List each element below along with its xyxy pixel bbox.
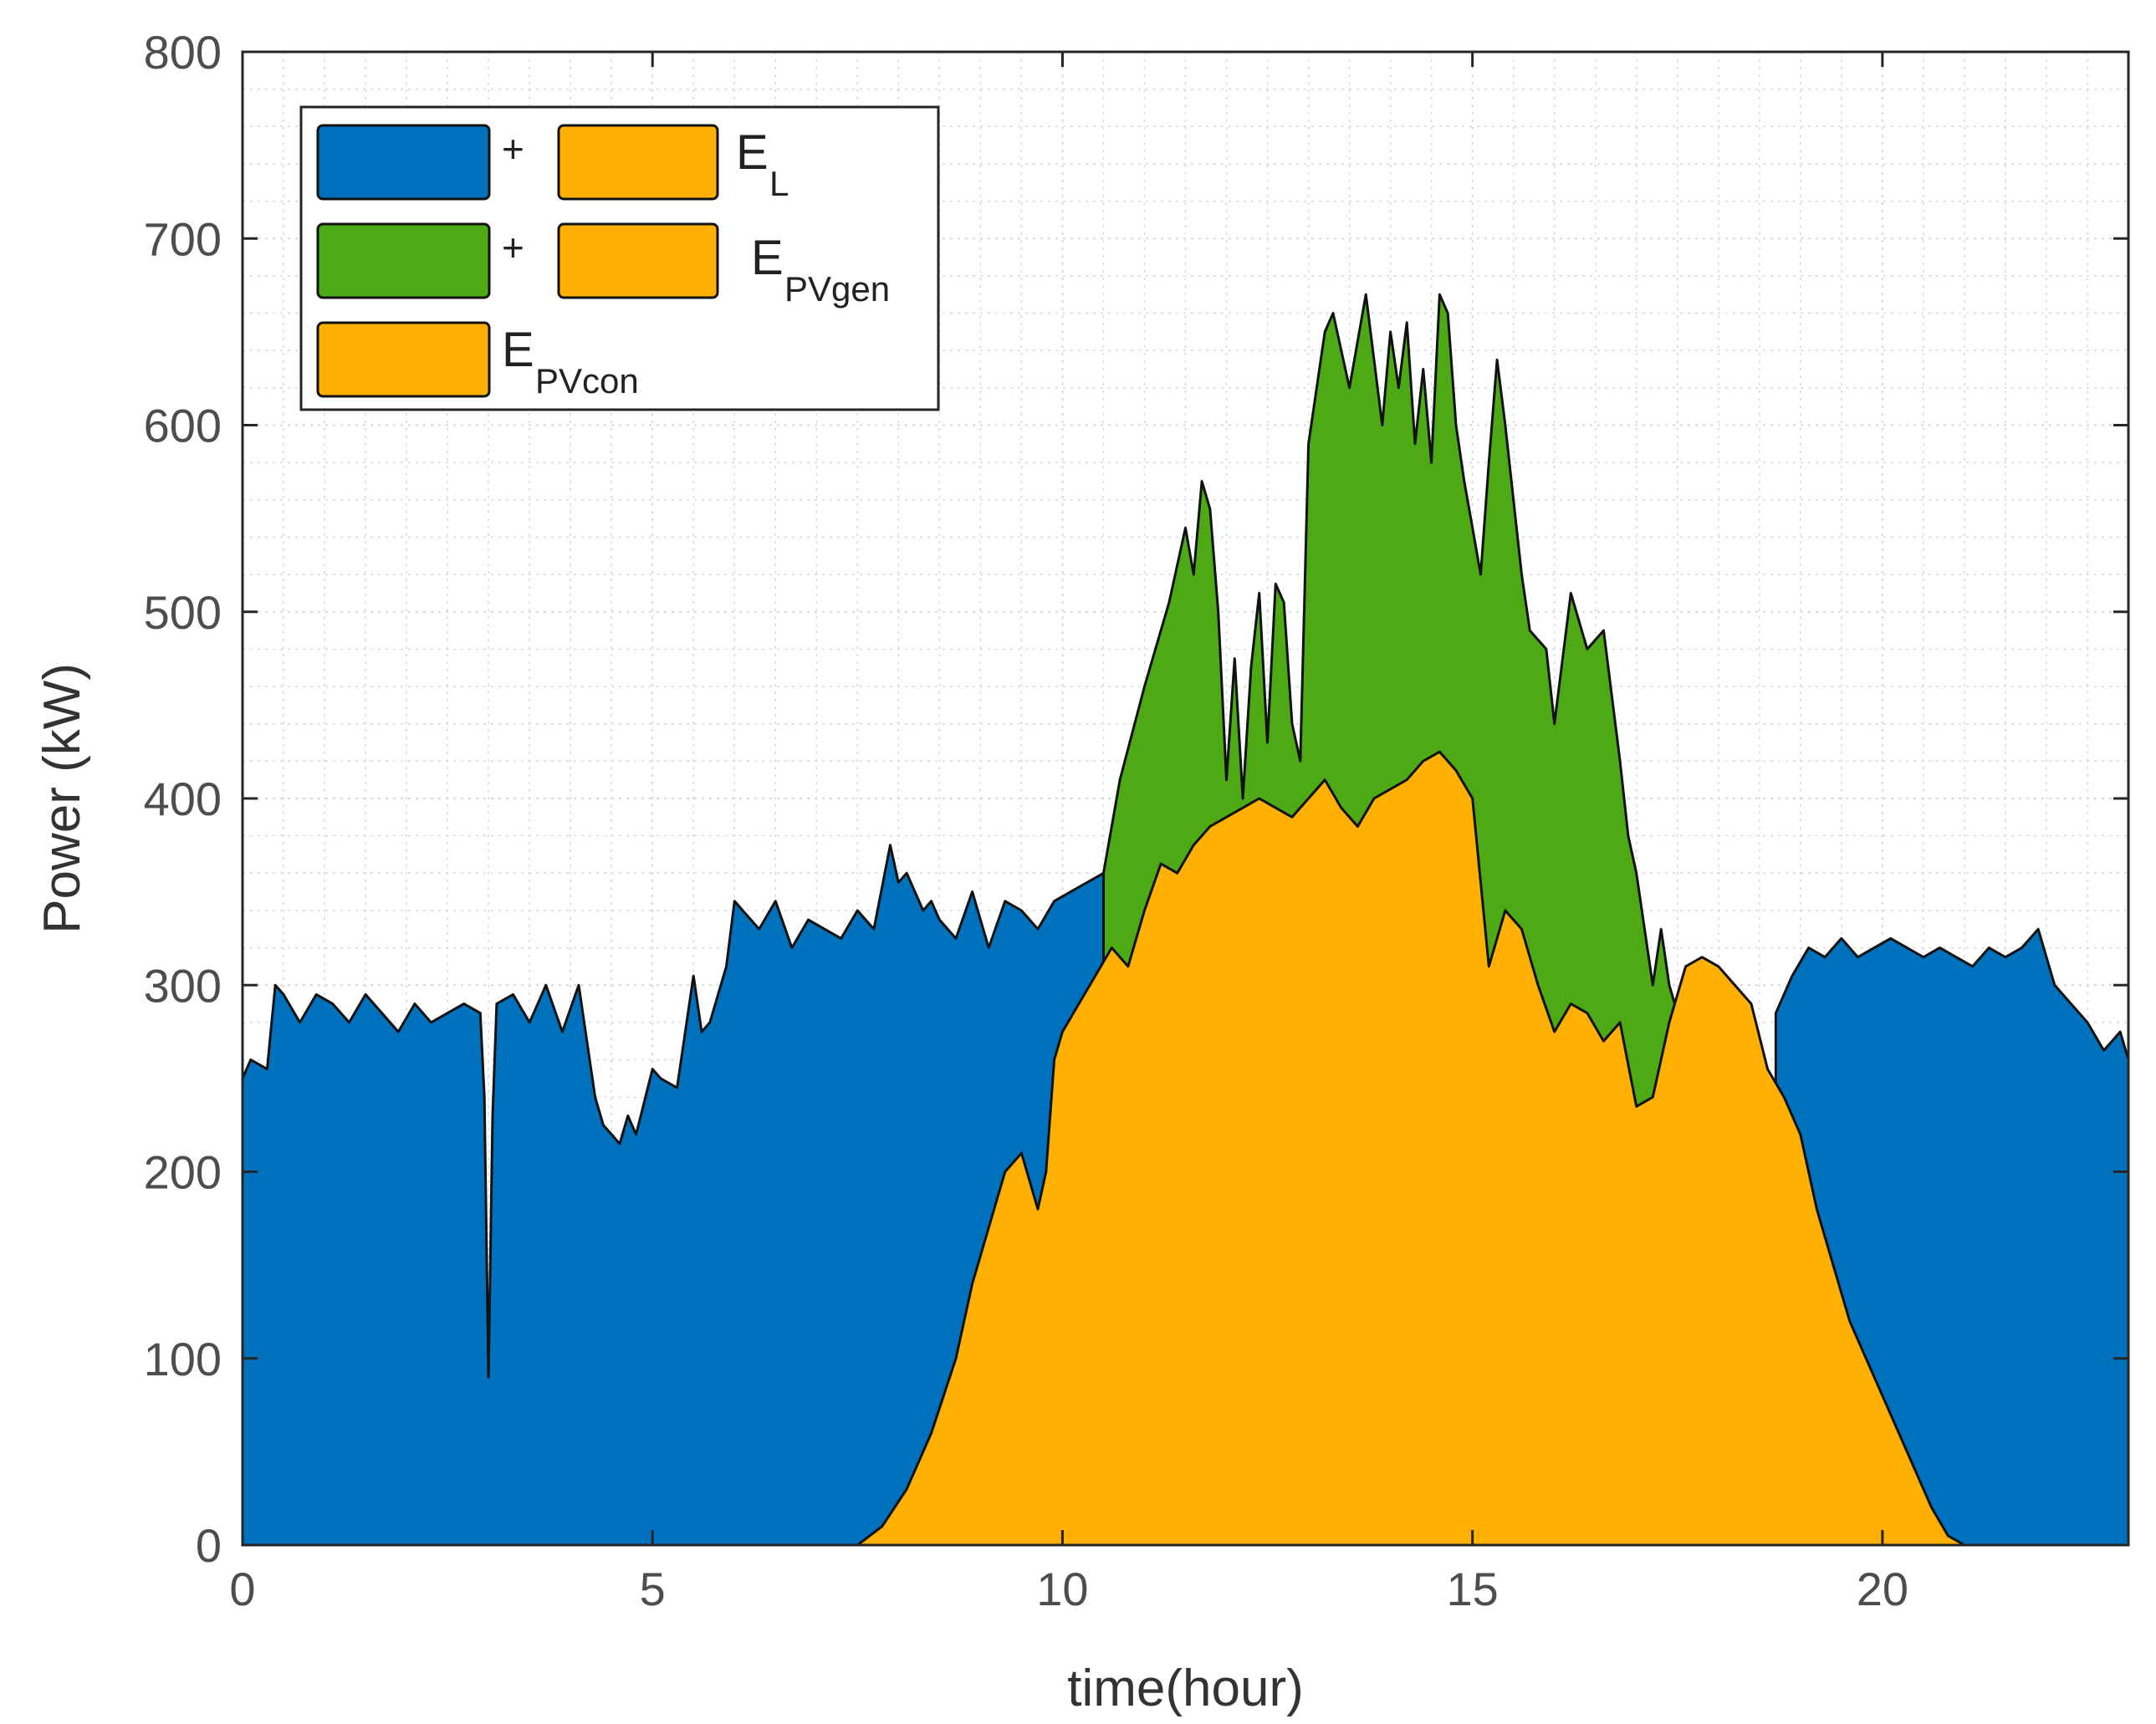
legend-swatch [316,124,491,201]
legend-label: E [736,125,769,180]
x-tick-label: 10 [1036,1563,1088,1615]
x-tick-label: 5 [640,1563,666,1615]
legend-swatch [557,124,719,201]
y-tick-label: 300 [144,959,222,1012]
y-tick-label: 700 [144,212,222,265]
legend-label-subscript: PVcon [535,361,639,400]
area-load [241,844,1105,1547]
legend-swatch [316,321,491,398]
y-tick-label: 500 [144,586,222,639]
y-tick-label: 0 [196,1519,222,1572]
legend-swatch [557,222,719,299]
legend-label-subscript: PVgen [784,269,890,309]
legend-label: E [502,323,534,377]
y-tick-label: 800 [144,26,222,79]
legend-label-subscript: L [769,164,789,203]
plot-frame [241,50,2130,1547]
y-tick-label: 400 [144,773,222,825]
x-axis-label: time(hour) [1067,1660,1304,1717]
legend-plus: + [502,226,524,269]
x-tick-label: 0 [229,1563,255,1615]
legend-swatch [316,222,491,299]
area-pv_con [856,750,1966,1547]
y-tick-label: 100 [144,1333,222,1385]
legend-plus: + [502,127,524,171]
y-tick-label: 600 [144,400,222,452]
y-axis-label: Power (kW) [33,663,91,934]
x-tick-label: 15 [1447,1563,1499,1615]
y-tick-label: 200 [144,1146,222,1199]
legend-label: E [751,231,784,285]
x-tick-label: 20 [1857,1563,1908,1615]
plot-areas [241,293,2130,1547]
